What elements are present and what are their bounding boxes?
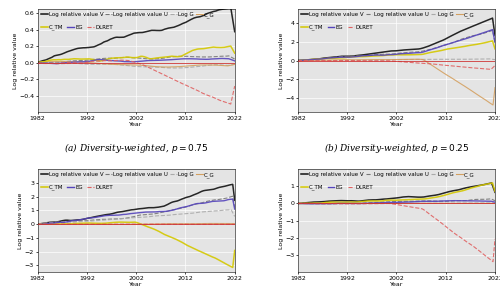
Y-axis label: Log relative value: Log relative value xyxy=(278,192,283,249)
Legend: C_TM, EG, DLRET: C_TM, EG, DLRET xyxy=(40,184,113,191)
Y-axis label: Log relative value: Log relative value xyxy=(12,32,18,89)
X-axis label: Year: Year xyxy=(130,282,143,287)
Y-axis label: Log relative value: Log relative value xyxy=(18,192,24,249)
Y-axis label: Log relative value: Log relative value xyxy=(278,32,283,89)
Title: (b) Diversity-weighted, $p = 0.25$: (b) Diversity-weighted, $p = 0.25$ xyxy=(324,141,469,155)
X-axis label: Year: Year xyxy=(130,122,143,127)
X-axis label: Year: Year xyxy=(390,122,403,127)
Legend: C_TM, EG, DLRET: C_TM, EG, DLRET xyxy=(300,184,374,191)
Title: (a) Diversity-weighted, $p = 0.75$: (a) Diversity-weighted, $p = 0.75$ xyxy=(64,141,208,155)
Legend: C_TM, EG, DLRET: C_TM, EG, DLRET xyxy=(40,24,113,31)
X-axis label: Year: Year xyxy=(390,282,403,287)
Legend: C_TM, EG, DLRET: C_TM, EG, DLRET xyxy=(300,24,374,31)
